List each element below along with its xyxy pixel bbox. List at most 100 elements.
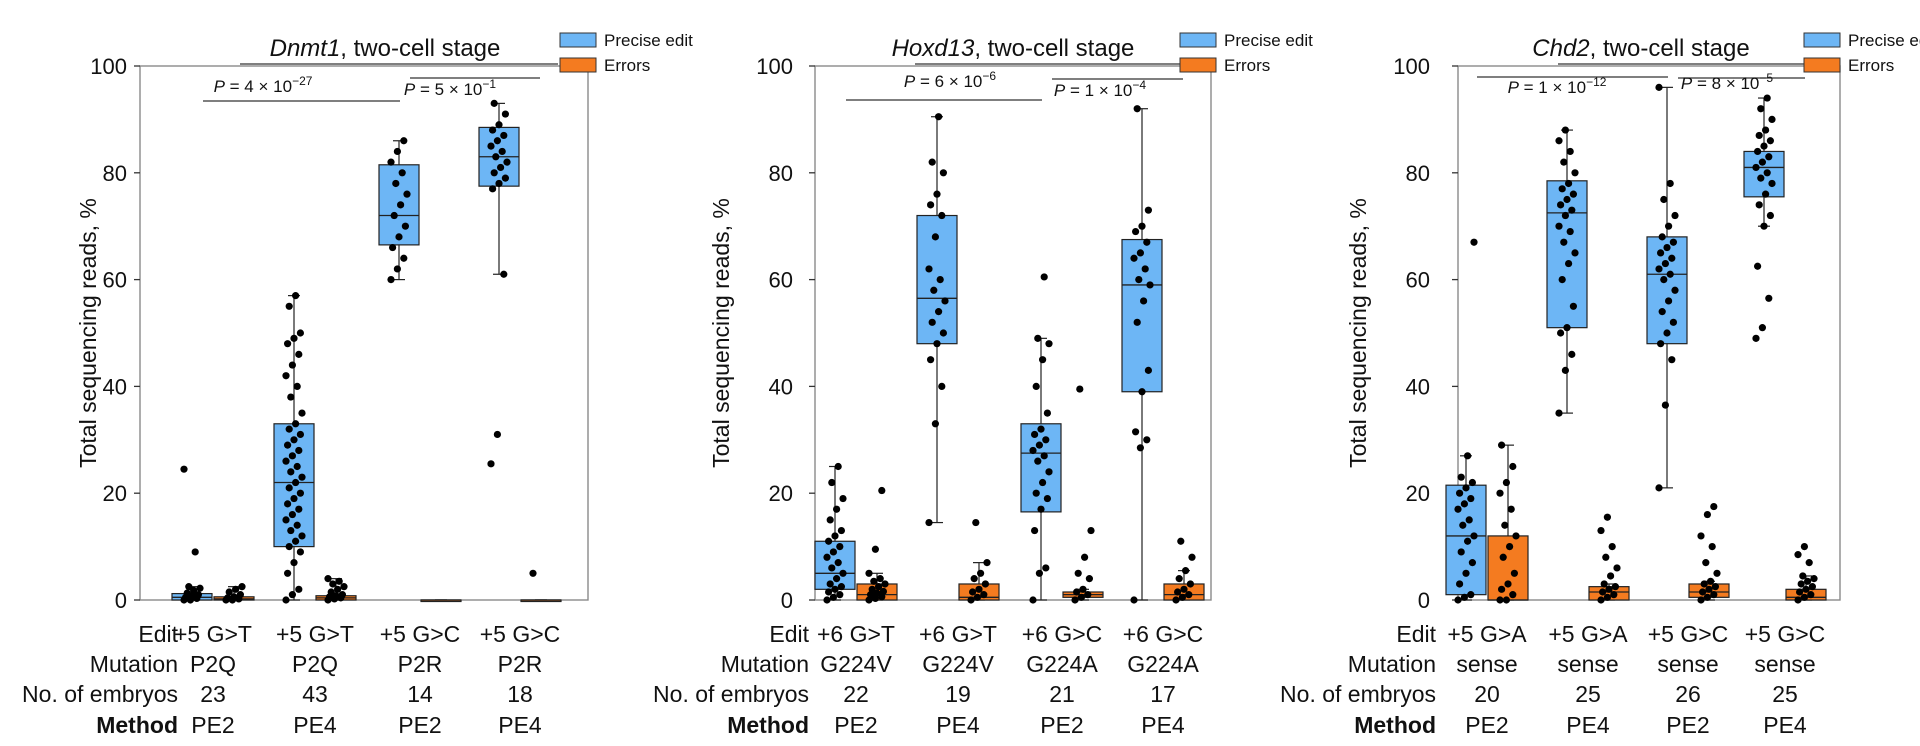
data-point (400, 254, 408, 262)
data-point (865, 569, 873, 577)
chart-title-stage: , two-cell stage (340, 35, 500, 62)
y-tick-label: 0 (115, 588, 127, 613)
box-precise (1445, 238, 1487, 604)
data-point (285, 425, 293, 433)
data-point (837, 583, 846, 591)
data-point (1138, 222, 1146, 230)
data-point (292, 292, 300, 300)
x-table-edit: +5 G>A (1447, 621, 1527, 647)
box-errors (213, 583, 255, 604)
data-point (1130, 254, 1138, 262)
data-point (1600, 580, 1608, 588)
data-point (1071, 596, 1079, 604)
data-point (1661, 401, 1669, 409)
data-point (387, 276, 395, 284)
data-point (1765, 294, 1773, 302)
data-point (1752, 163, 1760, 172)
data-point (282, 457, 290, 465)
data-point (1087, 526, 1095, 535)
x-table-mutation: P2Q (292, 651, 338, 677)
x-table-row-label: No. of embryos (653, 681, 809, 707)
data-point (398, 169, 406, 177)
x-table-row-label: Edit (769, 621, 809, 647)
box-errors (856, 486, 898, 604)
data-point (1457, 473, 1465, 481)
data-point (1035, 441, 1043, 449)
data-point (329, 580, 337, 588)
x-table-method: PE2 (1040, 712, 1083, 738)
y-axis-label: Total sequencing reads, % (1345, 198, 1371, 468)
data-point (191, 548, 199, 556)
data-point (393, 147, 401, 156)
data-point (1765, 153, 1773, 161)
box-precise (478, 99, 520, 468)
data-point (1661, 259, 1669, 268)
x-table-mutation: sense (1754, 651, 1815, 677)
data-point (931, 420, 940, 428)
box-errors (1688, 502, 1730, 604)
x-table-method: PE4 (936, 712, 980, 738)
data-point (1180, 585, 1188, 593)
data-point (1465, 516, 1473, 524)
data-point (284, 569, 292, 577)
data-point (1603, 593, 1611, 601)
box-iqr (814, 540, 856, 590)
p-exponent: −5 (1759, 71, 1773, 85)
y-tick-label: 0 (781, 588, 793, 613)
data-point (293, 462, 301, 471)
data-point (1506, 543, 1514, 551)
p-equals: = (1519, 78, 1538, 97)
data-point (1569, 302, 1577, 310)
data-point (1462, 484, 1470, 492)
data-point (285, 302, 293, 310)
data-point (1460, 500, 1468, 508)
data-point (1710, 502, 1718, 511)
data-point (185, 583, 193, 591)
data-point (1136, 249, 1144, 257)
data-point (290, 559, 298, 567)
data-point (288, 361, 296, 369)
data-point (1462, 569, 1470, 577)
y-tick-label: 20 (769, 481, 793, 506)
data-point (288, 591, 296, 599)
data-point (295, 505, 303, 513)
data-point (284, 500, 292, 508)
data-point (829, 593, 838, 601)
box-errors (315, 575, 357, 604)
data-point (1035, 569, 1043, 577)
y-tick-label: 100 (1393, 54, 1430, 79)
data-point (1042, 564, 1050, 572)
data-point (1810, 575, 1818, 583)
chart-title-stage: , two-cell stage (974, 35, 1134, 62)
data-point (1799, 572, 1807, 580)
data-point (831, 585, 839, 593)
data-point (293, 521, 301, 529)
data-point (933, 340, 941, 348)
data-point (825, 537, 833, 545)
data-point (927, 201, 935, 209)
data-point (1555, 222, 1563, 230)
data-point (1074, 569, 1082, 577)
data-point (1460, 593, 1468, 601)
data-point (1711, 583, 1719, 591)
data-point (403, 190, 411, 198)
x-table-mutation: P2R (398, 651, 443, 677)
data-point (935, 308, 943, 316)
data-point (1599, 588, 1607, 596)
box-errors (420, 599, 462, 603)
data-point (826, 580, 834, 588)
box-errors (1163, 537, 1205, 604)
data-point (1613, 564, 1621, 572)
data-point (1565, 179, 1573, 188)
data-point (1084, 591, 1092, 599)
data-point (970, 575, 978, 583)
data-point (282, 516, 290, 524)
data-point (881, 580, 889, 588)
data-point (495, 121, 503, 129)
data-point (1132, 227, 1140, 236)
data-point (833, 575, 841, 583)
data-point (1454, 505, 1462, 513)
data-point (1032, 489, 1040, 497)
data-point (939, 329, 948, 337)
data-point (288, 452, 296, 460)
